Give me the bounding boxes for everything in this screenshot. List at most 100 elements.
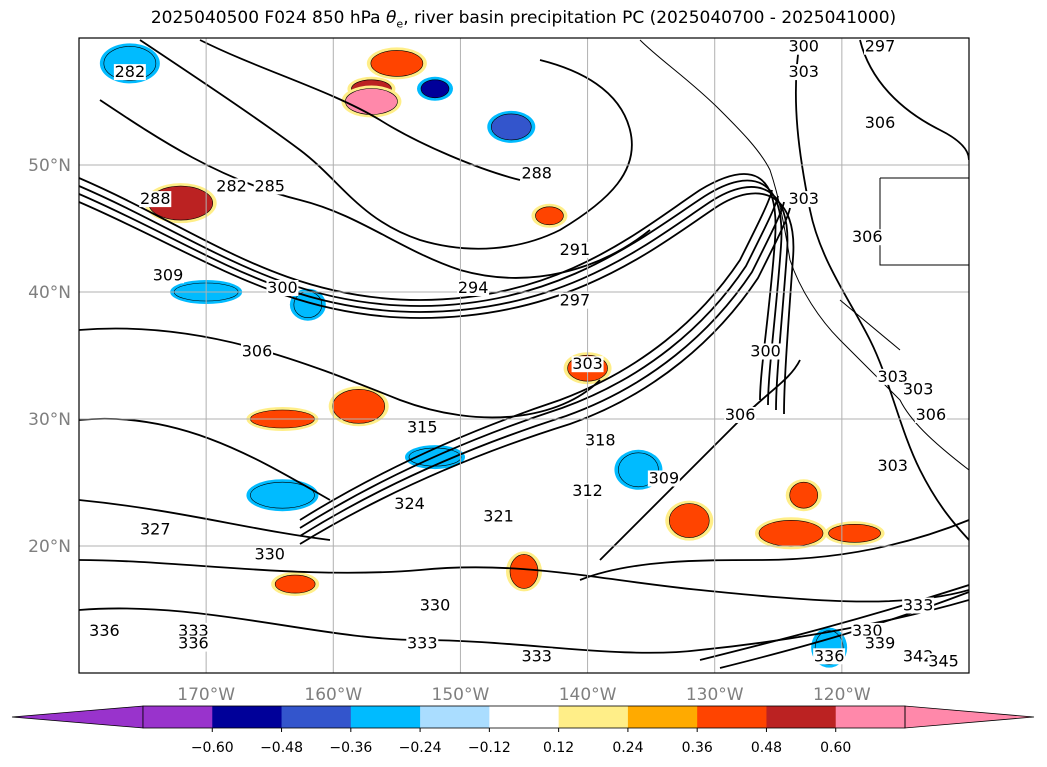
contour-label-bg <box>902 381 935 398</box>
colorbar-tick-label: 0.60 <box>820 740 851 756</box>
colorbar-segment <box>281 706 352 728</box>
colorbar-tick-label: −0.60 <box>191 740 234 756</box>
contour-line <box>299 201 785 537</box>
anomaly-region <box>345 88 398 115</box>
x-tick-label: 140°W <box>559 685 617 705</box>
axis-tick-layer: 170°W 160°W 150°W 140°W 130°W 120°W 50°N 40°N 30… <box>28 156 871 705</box>
contour-line <box>299 195 779 529</box>
colorbar-tick-label: −0.24 <box>399 740 442 756</box>
contour-label: 309 <box>649 469 680 488</box>
contour-label: 321 <box>483 507 514 526</box>
contour-label-bg <box>152 267 184 284</box>
contour-label-bg <box>864 635 896 652</box>
anomaly-region <box>535 206 564 226</box>
anomaly-region <box>420 79 450 99</box>
coastline <box>639 39 969 471</box>
contour-label-bg <box>724 407 757 423</box>
contour-label: 300 <box>788 37 819 56</box>
contour-label-bg <box>88 622 121 639</box>
contour-label: 333 <box>521 646 552 665</box>
contour-line <box>719 591 969 669</box>
colorbar-extend-high <box>904 705 1035 729</box>
anomaly-region <box>250 481 315 509</box>
contour-label-bg <box>558 292 591 309</box>
state-border <box>879 178 969 266</box>
contour-label: 330 <box>852 621 883 640</box>
y-tick-label: 40°N <box>28 283 71 303</box>
contour-line <box>299 207 791 545</box>
contour-line <box>79 173 777 401</box>
contour-label: 318 <box>585 430 616 449</box>
contour-label: 306 <box>865 113 896 132</box>
contour-label: 306 <box>725 405 756 424</box>
colorbar-segment <box>420 706 490 728</box>
contour-label-bg <box>520 165 553 182</box>
contour-line <box>859 39 969 161</box>
contour-label: 297 <box>560 291 591 310</box>
chart-title: 2025040500 F024 850 hPa θe, river basin … <box>150 8 897 31</box>
contour-label: 297 <box>865 37 896 56</box>
contour-label-bg <box>851 622 884 639</box>
contour-label-bg <box>571 356 604 373</box>
contour-label: 345 <box>928 651 959 670</box>
anomaly-region <box>668 503 710 538</box>
colorbar-tick-label: 0.36 <box>682 740 713 756</box>
contour-label-bg <box>902 597 935 614</box>
colorbar-segment <box>697 706 767 728</box>
contour-label-bg <box>266 280 299 296</box>
contour-label-bg <box>647 470 680 487</box>
contour-line <box>79 499 331 541</box>
contour-line <box>579 519 969 581</box>
contour-label-bg <box>457 280 490 296</box>
anomaly-region <box>758 519 824 547</box>
x-tick-label: 120°W <box>813 685 871 705</box>
x-tick-label: 160°W <box>304 685 362 705</box>
contour-label-bg <box>406 419 439 436</box>
contour-label: 282 <box>216 176 247 195</box>
contour-line <box>99 99 651 279</box>
contour-line <box>139 39 633 250</box>
contour-label: 336 <box>814 646 845 665</box>
contour-line <box>79 327 601 419</box>
contour-label-bg <box>241 343 273 360</box>
contour-label: 288 <box>521 164 552 183</box>
contour-label: 336 <box>178 634 209 653</box>
colorbar-tick-label: 0.24 <box>612 740 643 756</box>
contour-label: 324 <box>394 494 425 513</box>
contour-label: 303 <box>877 367 908 386</box>
contour-label: 330 <box>420 596 451 615</box>
contour-label: 309 <box>153 265 184 284</box>
contour-line <box>794 39 969 541</box>
x-tick-label: 130°W <box>686 685 744 705</box>
colorbar-tick-label: 0.48 <box>751 740 782 756</box>
contour-label-bg <box>139 521 172 538</box>
contour-label: 303 <box>788 189 819 208</box>
contour-label: 303 <box>788 62 819 81</box>
contour-label: 303 <box>877 456 908 475</box>
contour-label: 333 <box>407 634 438 653</box>
contour-label: 285 <box>254 176 285 195</box>
contour-label-bg <box>914 407 947 423</box>
contour-label-bg <box>864 114 896 131</box>
contour-label-bg <box>787 64 820 81</box>
contour-label: 303 <box>903 380 934 399</box>
contour-label-bg <box>215 178 248 195</box>
colorbar-segment <box>627 706 698 728</box>
contour-label: 288 <box>140 189 171 208</box>
contour-label-bg <box>876 457 909 474</box>
contour-label: 342 <box>903 646 934 665</box>
contour-line <box>79 179 783 406</box>
contour-line <box>599 359 801 561</box>
contour-label-layer: 282 282 285 288 288 291 294 297 300 309 306 303 300 3… <box>88 37 960 670</box>
contour-label: 306 <box>852 227 883 246</box>
colorbar-extend-low <box>11 705 144 729</box>
contour-label: 282 <box>115 62 146 81</box>
anomaly-region <box>490 113 532 141</box>
contour-label-bg <box>927 653 960 670</box>
anomaly-region <box>370 50 424 77</box>
colorbar-segment <box>835 706 906 728</box>
contour-label: 294 <box>458 278 489 297</box>
contour-label: 291 <box>560 240 591 259</box>
anomaly-region <box>828 523 881 543</box>
